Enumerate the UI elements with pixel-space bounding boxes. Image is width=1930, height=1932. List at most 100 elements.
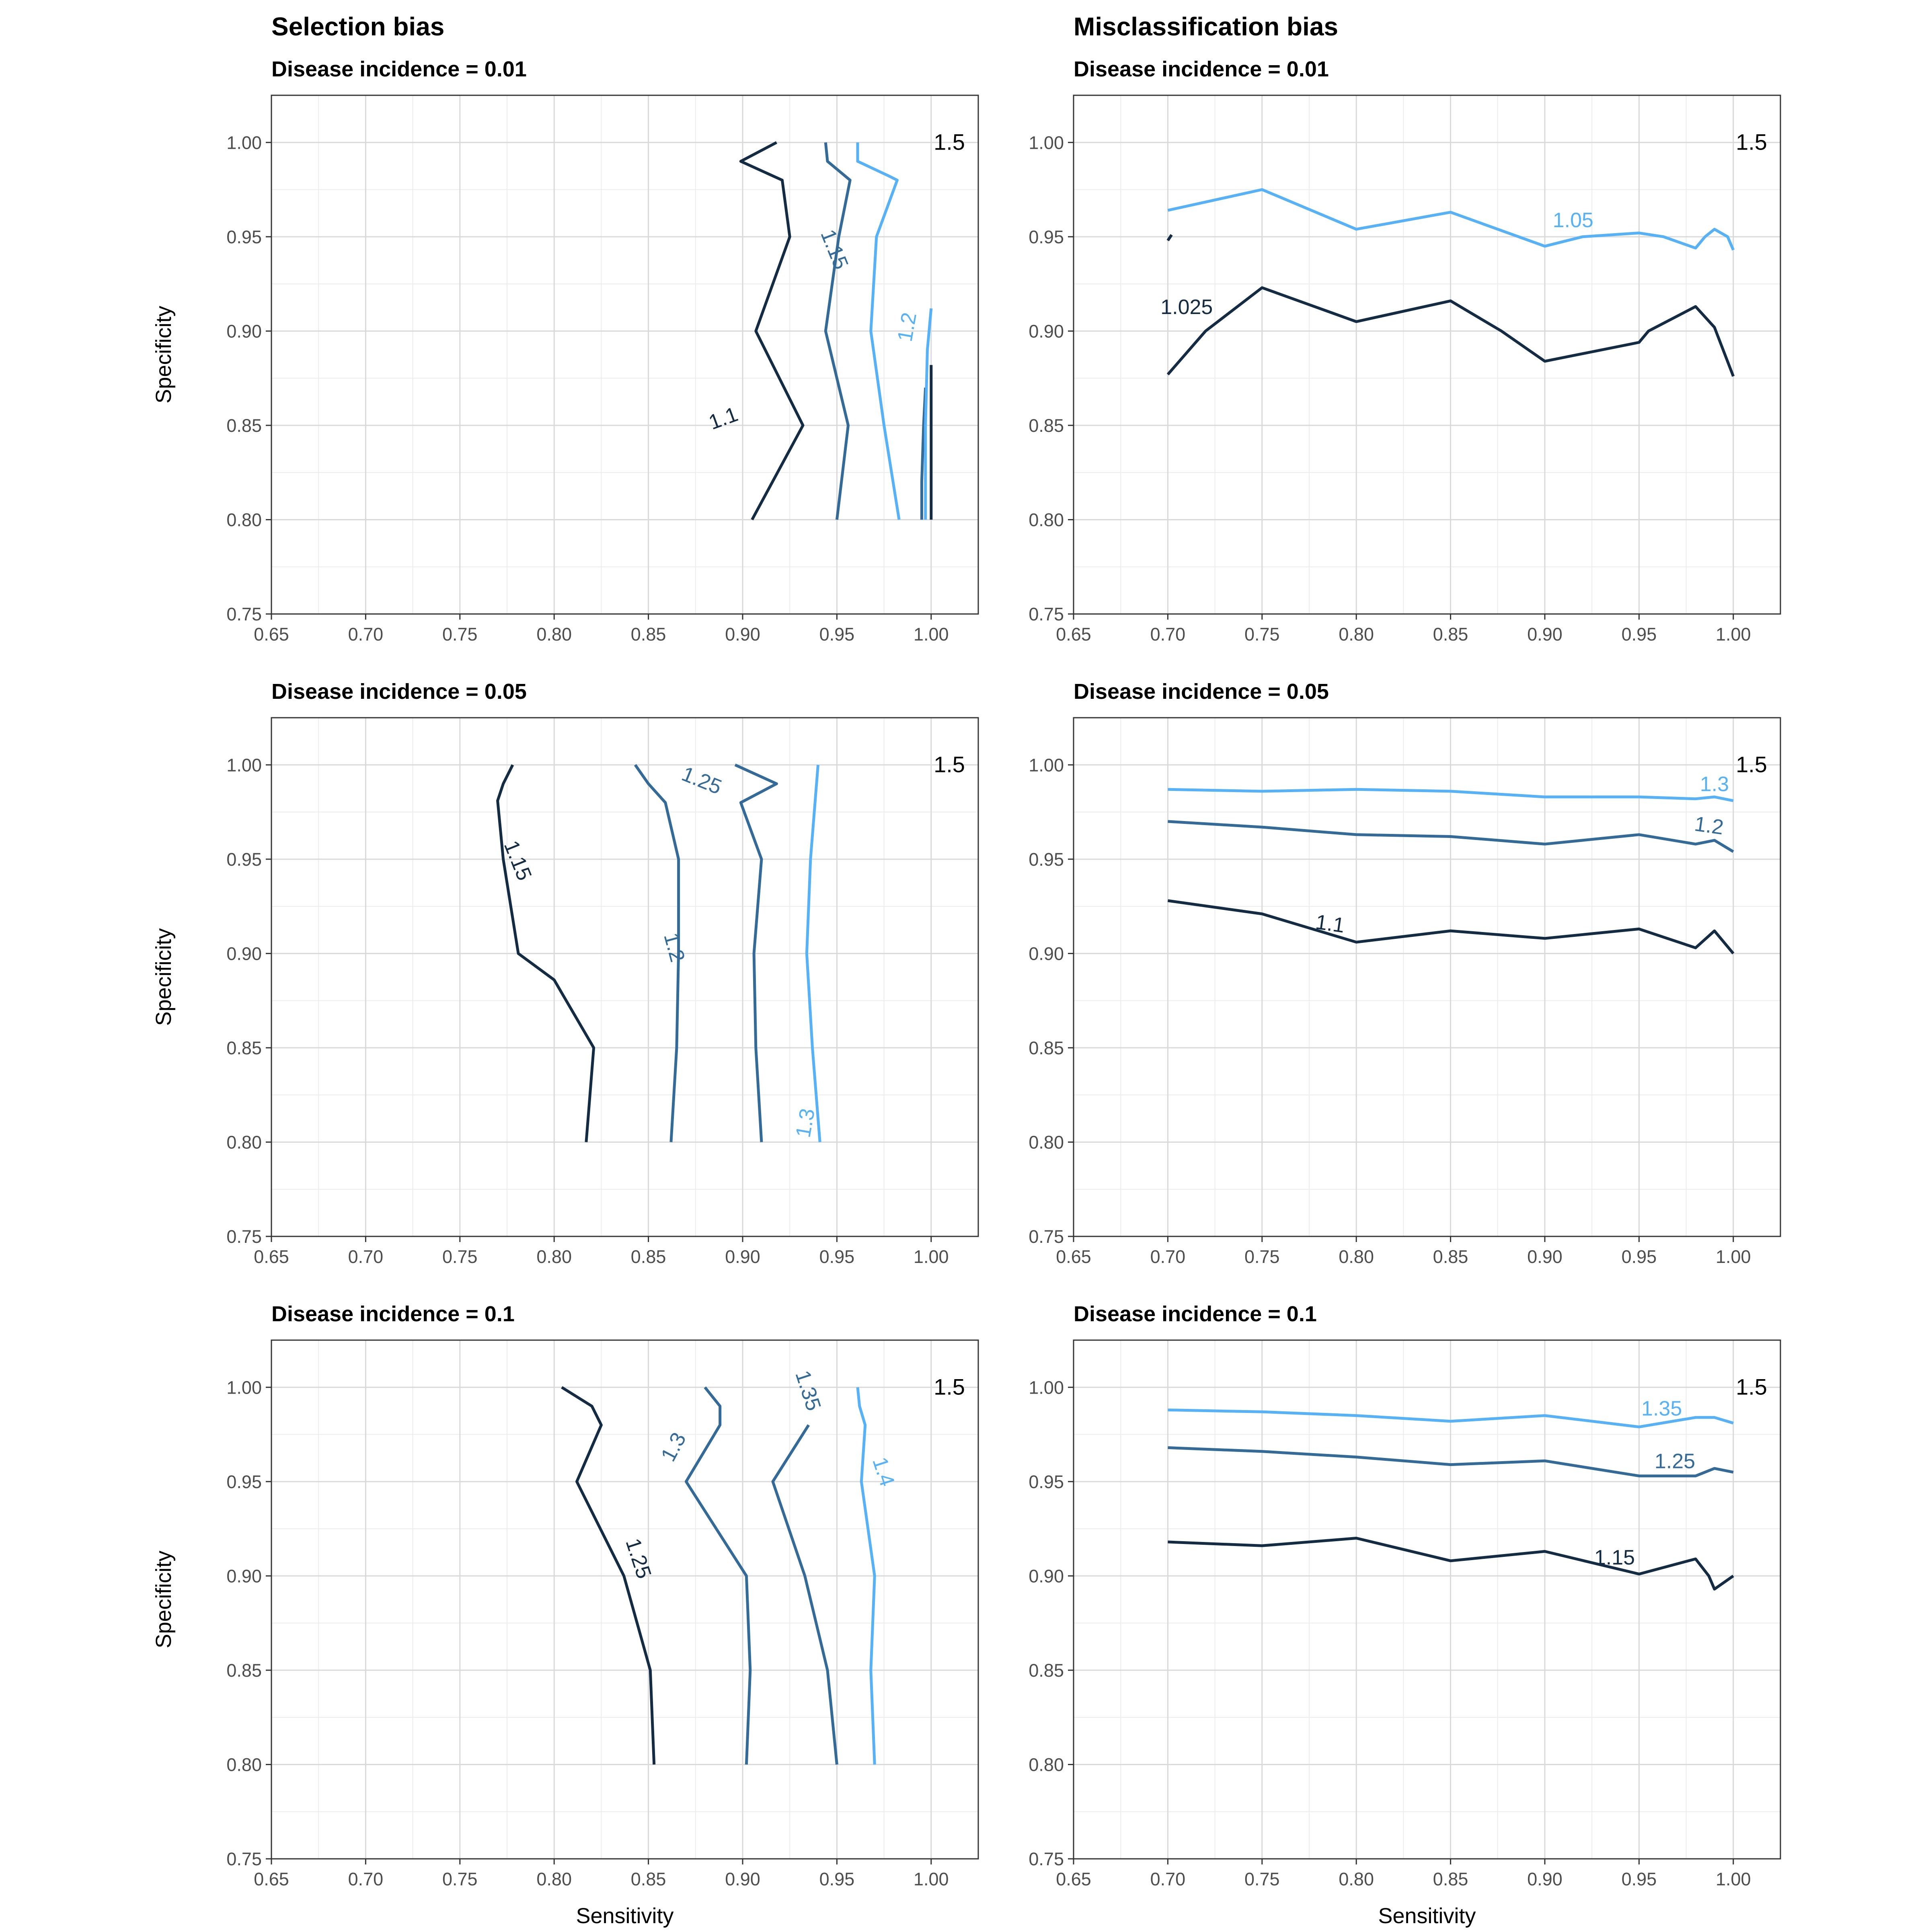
contour-line (1168, 1408, 1734, 1429)
y-tick-label: 1.00 (1029, 755, 1064, 775)
column-title-selection-bias: Selection bias (271, 12, 444, 41)
y-axis-title: Specificity (152, 306, 176, 403)
contour-label: 1.3 (1700, 773, 1729, 796)
y-tick-label: 0.85 (1029, 1038, 1064, 1058)
x-tick-label: 0.75 (1244, 624, 1280, 645)
y-tick-label: 0.90 (1029, 1566, 1064, 1586)
x-tick-label: 0.65 (1056, 624, 1091, 645)
contour-line (856, 1387, 876, 1765)
y-tick-label: 0.80 (1029, 1132, 1064, 1152)
x-tick-label: 0.80 (1339, 1869, 1374, 1889)
x-tick-label: 0.95 (819, 1246, 855, 1267)
contour-label: 1.025 (1160, 296, 1213, 319)
corner-label: 1.5 (934, 751, 965, 777)
contour-line (1168, 788, 1734, 802)
x-tick-label: 0.70 (1150, 1246, 1186, 1267)
corner-label: 1.5 (1736, 129, 1767, 154)
x-tick-label: 0.85 (631, 1869, 666, 1889)
panel-title: Disease incidence = 0.05 (271, 680, 527, 704)
corner-label: 1.5 (1736, 1374, 1767, 1399)
x-tick-label: 0.70 (348, 624, 384, 645)
x-tick-label: 0.95 (819, 1869, 855, 1889)
y-tick-label: 0.85 (226, 1038, 262, 1058)
contour-line (771, 1424, 838, 1765)
contour-line (1168, 1446, 1734, 1478)
x-tick-label: 0.85 (1433, 1869, 1468, 1889)
y-tick-label: 0.80 (1029, 509, 1064, 530)
contour-line (1167, 188, 1735, 251)
y-tick-label: 1.00 (226, 755, 262, 775)
x-tick-label: 1.00 (914, 624, 949, 645)
x-tick-label: 0.80 (1339, 624, 1374, 645)
contour-line (734, 764, 778, 1142)
contour-label: 1.2 (893, 311, 921, 343)
x-tick-label: 0.70 (1150, 624, 1186, 645)
panel-border (1073, 1339, 1781, 1860)
x-tick-label: 0.90 (1527, 1869, 1562, 1889)
x-tick-label: 0.65 (254, 624, 289, 645)
x-tick-label: 0.75 (442, 1869, 478, 1889)
contour-label: 1.05 (1553, 209, 1593, 232)
y-tick-label: 0.80 (1029, 1754, 1064, 1775)
x-axis-title: Sensitivity (576, 1904, 673, 1928)
x-tick-label: 0.85 (631, 1246, 666, 1267)
panel-1: Disease incidence = 0.01 0.65 0.70 0.75 0.80… (152, 57, 979, 645)
y-tick-label: 0.95 (1029, 849, 1064, 870)
x-tick-label: 0.90 (725, 624, 760, 645)
y-tick-label: 0.85 (226, 415, 262, 436)
y-tick-label: 0.85 (1029, 1660, 1064, 1681)
x-tick-label: 0.65 (1056, 1246, 1091, 1267)
panel-3: Disease incidence = 0.05 0.65 0.70 0.75 0.80… (152, 680, 979, 1267)
x-tick-label: 0.90 (725, 1869, 760, 1889)
y-tick-label: 0.95 (226, 227, 262, 247)
x-tick-label: 0.75 (1244, 1869, 1280, 1889)
y-tick-label: 0.90 (1029, 943, 1064, 964)
panel-4: Disease incidence = 0.05 0.65 0.70 0.75 0.80… (1029, 680, 1781, 1267)
y-tick-label: 0.90 (226, 943, 262, 964)
contour-line (856, 142, 901, 520)
panel-border (271, 717, 979, 1237)
x-tick-label: 0.65 (1056, 1869, 1091, 1889)
x-tick-label: 0.70 (348, 1246, 384, 1267)
x-tick-label: 1.00 (914, 1869, 949, 1889)
y-tick-label: 1.00 (1029, 132, 1064, 153)
y-tick-label: 0.95 (226, 1472, 262, 1492)
y-tick-label: 0.75 (1029, 604, 1064, 624)
contour-line (1168, 1537, 1734, 1591)
column-title-misclassification-bias: Misclassification bias (1074, 12, 1338, 41)
x-tick-label: 0.70 (1150, 1869, 1186, 1889)
x-tick-label: 0.85 (1433, 1246, 1468, 1267)
y-tick-label: 0.90 (226, 1566, 262, 1586)
panel-title: Disease incidence = 0.01 (271, 57, 527, 81)
panel-border (1073, 717, 1781, 1237)
contour-line (739, 141, 805, 521)
contour-line (1167, 899, 1735, 955)
contour-label: 1.15 (1594, 1546, 1635, 1569)
y-tick-label: 0.85 (226, 1660, 262, 1681)
contour-label: 1.2 (1693, 812, 1725, 839)
y-tick-label: 0.95 (1029, 1472, 1064, 1492)
contour-line (634, 764, 680, 1142)
contour-label: 1.25 (1655, 1450, 1695, 1473)
x-tick-label: 0.75 (1244, 1246, 1280, 1267)
contour-label: 1.35 (1641, 1397, 1682, 1420)
contour-line (684, 1386, 752, 1765)
x-tick-label: 0.95 (1622, 1869, 1657, 1889)
x-axis-title: Sensitivity (1378, 1904, 1476, 1928)
y-tick-label: 0.85 (1029, 415, 1064, 436)
x-tick-label: 0.90 (1527, 624, 1562, 645)
x-tick-label: 0.80 (536, 1246, 572, 1267)
contour-line (1166, 286, 1735, 377)
x-tick-label: 0.65 (254, 1869, 289, 1889)
x-tick-label: 0.80 (1339, 1246, 1374, 1267)
panel-6: Disease incidence = 0.1 0.65 0.70 0.75 0.80 0… (1029, 1302, 1781, 1928)
y-tick-label: 0.90 (1029, 321, 1064, 341)
x-tick-label: 0.65 (254, 1246, 289, 1267)
x-tick-label: 0.90 (1527, 1246, 1562, 1267)
panel-title: Disease incidence = 0.05 (1074, 680, 1329, 704)
y-tick-label: 0.80 (226, 509, 262, 530)
y-tick-label: 0.90 (226, 321, 262, 341)
x-tick-label: 0.70 (348, 1869, 384, 1889)
